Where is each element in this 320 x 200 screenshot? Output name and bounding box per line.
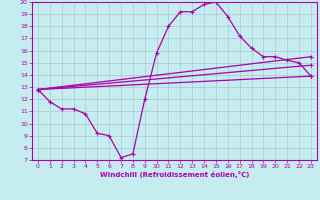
X-axis label: Windchill (Refroidissement éolien,°C): Windchill (Refroidissement éolien,°C) — [100, 171, 249, 178]
